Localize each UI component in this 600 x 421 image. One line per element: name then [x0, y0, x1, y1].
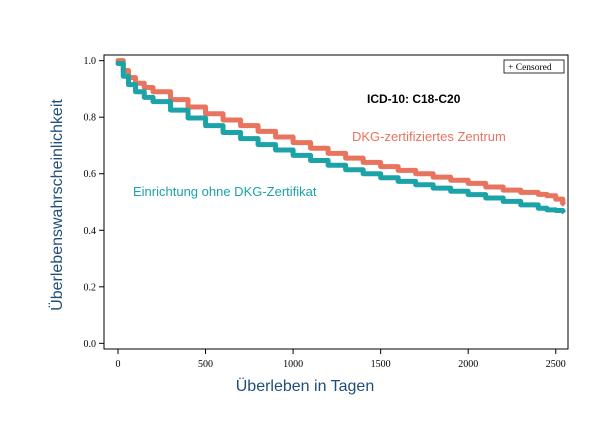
x-tick-label: 0 [116, 359, 121, 370]
x-axis-title: Überleben in Tagen [236, 377, 374, 395]
series-line-certified [115, 58, 566, 206]
label-uncertified: Einrichtung ohne DKG-Zertifikat [133, 184, 317, 199]
censor-mark-certified [559, 200, 566, 207]
y-tick-label: 0.6 [84, 169, 97, 180]
y-tick-label: 1.0 [84, 56, 97, 67]
x-tick-label: 1500 [371, 359, 391, 370]
legend-entry-censored: + Censored [508, 63, 552, 73]
plot-frame [103, 54, 569, 350]
censor-mark-uncertified [559, 208, 566, 215]
x-tick-label: 500 [198, 359, 213, 370]
y-tick-label: 0.8 [84, 113, 97, 124]
series-line-uncertified [115, 60, 566, 214]
x-axis-ticks: 0 500 1000 1500 2000 2500 [116, 349, 566, 370]
y-tick-label: 0.0 [84, 339, 97, 350]
label-certified: DKG-zertifiziertes Zentrum [352, 129, 506, 144]
y-tick-label: 0.2 [84, 282, 97, 293]
x-tick-label: 2500 [546, 359, 566, 370]
legend-frame [503, 59, 565, 74]
y-axis-title: Überlebenswahrscheinlichkeit [48, 99, 66, 311]
legend-box: + Censored [503, 59, 565, 74]
series-layer [115, 58, 566, 215]
x-tick-label: 2000 [458, 359, 478, 370]
y-axis-ticks: 0.0 0.2 0.4 0.6 0.8 1.0 [84, 56, 104, 350]
header-annotation: ICD-10: C18-C20 [367, 92, 461, 106]
x-tick-label: 1000 [283, 359, 303, 370]
y-tick-label: 0.4 [84, 226, 97, 237]
